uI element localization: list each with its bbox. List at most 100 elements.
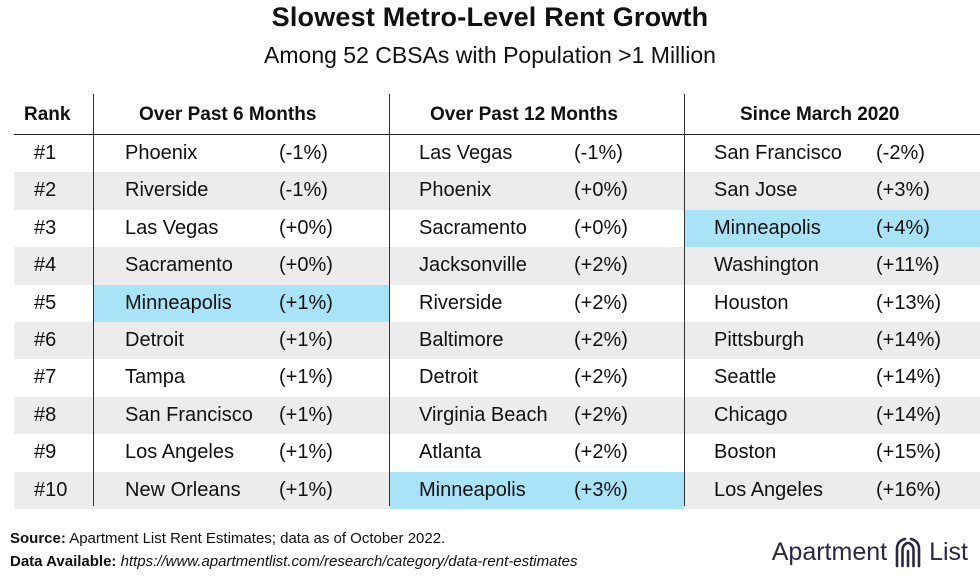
city-cell: New Orleans [125,478,241,501]
table-row: #9 Los Angeles (+1%) Atlanta (+2%) Boston (+15… [14,434,980,471]
city-cell: Detroit [125,328,184,351]
highlight-cell [685,209,980,248]
city-cell: Virginia Beach [419,403,548,426]
table-row: #1 Phoenix (-1%) Las Vegas (-1%) San Francisc… [14,135,980,172]
apartment-list-logo-icon [895,537,921,568]
growth-value-cell: (+0%) [279,254,333,277]
growth-value-cell: (+1%) [279,478,333,501]
city-cell: Riverside [125,179,209,202]
divider-line [93,94,94,506]
growth-value-cell: (+2%) [574,328,628,351]
growth-value-cell: (+3%) [876,179,930,202]
city-cell: Sacramento [125,254,233,277]
city-cell: Sacramento [419,216,527,239]
city-cell: Atlanta [419,441,482,464]
city-cell: Jacksonville [419,254,527,277]
table-row: #4 Sacramento (+0%) Jacksonville (+2%) Washin… [14,247,980,285]
source-text: Apartment List Rent Estimates; data as o… [69,530,446,547]
growth-value-cell: (+1%) [279,366,333,389]
city-cell: Riverside [419,291,503,314]
table-row: #7 Tampa (+1%) Detroit (+2%) Seattle (+14%) [14,359,980,396]
header-12-months: Over Past 12 Months [430,104,618,125]
growth-value-cell: (+1%) [279,441,333,464]
growth-value-cell: (-2%) [876,142,925,164]
growth-value-cell: (+2%) [574,291,628,314]
growth-value-cell: (-1%) [279,179,328,202]
city-cell: San Francisco [714,142,842,164]
source-note: Source: Apartment List Rent Estimates; d… [10,530,445,547]
growth-value-cell: (+4%) [876,216,930,239]
rank-cell: #5 [34,291,57,314]
city-cell: Minneapolis [125,291,232,314]
growth-value-cell: (+14%) [876,366,942,389]
city-cell: San Jose [714,179,798,202]
highlight-cell [94,284,389,322]
growth-value-cell: (+0%) [279,216,333,239]
rank-cell: #1 [34,142,57,164]
rent-growth-table: Rank Over Past 6 Months Over Past 12 Mon… [14,94,980,509]
city-cell: Baltimore [419,328,504,351]
highlight-cell [390,471,684,509]
city-cell: Seattle [714,366,777,389]
growth-value-cell: (+11%) [876,254,940,277]
city-cell: Detroit [419,366,478,389]
page-subtitle: Among 52 CBSAs with Population >1 Millio… [264,42,716,68]
growth-value-cell: (+2%) [574,441,628,464]
growth-value-cell: (+14%) [876,328,942,351]
growth-value-cell: (+13%) [876,291,942,314]
table-row: #3 Las Vegas (+0%) Sacramento (+0%) Minneapol… [14,209,980,248]
rank-cell: #8 [34,403,57,426]
rank-cell: #3 [34,216,57,239]
growth-value-cell: (+2%) [574,366,628,389]
city-cell: Boston [714,441,777,464]
growth-value-cell: (+2%) [574,403,628,426]
divider-line [389,94,390,506]
growth-value-cell: (+2%) [574,254,628,277]
rank-cell: #6 [34,328,57,351]
city-cell: Washington [714,254,819,277]
growth-value-cell: (+14%) [876,403,942,426]
city-cell: Las Vegas [125,216,219,239]
city-cell: Pittsburgh [714,328,805,351]
city-cell: Los Angeles [125,441,234,464]
city-cell: Houston [714,291,789,314]
header-since-march-2020: Since March 2020 [740,104,900,125]
city-cell: Chicago [714,403,788,426]
city-cell: San Francisco [125,403,253,426]
data-available-label: Data Available: [10,553,117,570]
table-row: #6 Detroit (+1%) Baltimore (+2%) Pittsburgh (+… [14,321,980,360]
growth-value-cell: (+16%) [876,478,942,501]
table-header: Rank Over Past 6 Months Over Past 12 Mon… [14,94,980,135]
city-cell: Phoenix [125,142,198,164]
city-cell: Los Angeles [714,478,823,501]
city-cell: Minneapolis [419,478,526,501]
divider-line [684,94,685,506]
growth-value-cell: (+0%) [574,179,628,202]
table-body: #1 Phoenix (-1%) Las Vegas (-1%) San Francisc… [14,135,980,509]
rank-cell: #9 [34,441,57,464]
city-cell: Las Vegas [419,142,513,164]
growth-value-cell: (+1%) [279,403,333,426]
logo-word-list: List [929,537,968,566]
table-row: #8 San Francisco (+1%) Virginia Beach (+2%) C… [14,396,980,435]
growth-value-cell: (-1%) [574,142,623,164]
growth-value-cell: (+3%) [574,478,628,501]
growth-value-cell: (+1%) [279,291,333,314]
rank-cell: #4 [34,254,57,277]
city-cell: Minneapolis [714,216,821,239]
data-url-link[interactable]: https://www.apartmentlist.com/research/c… [120,553,578,570]
city-cell: Tampa [125,366,186,389]
rank-cell: #10 [34,478,68,501]
table-row: #10 New Orleans (+1%) Minneapolis (+3%) Los A… [14,471,980,509]
source-label: Source: [10,530,66,547]
growth-value-cell: (+15%) [876,441,942,464]
table-row: #5 Minneapolis (+1%) Riverside (+2%) Houston (… [14,284,980,322]
header-6-months: Over Past 6 Months [139,104,317,125]
rank-cell: #7 [34,366,57,389]
apartment-list-logo: Apartment List [772,534,968,570]
data-available-note: Data Available: https://www.apartmentlis… [10,553,577,570]
page-title: Slowest Metro-Level Rent Growth [271,2,709,32]
logo-word-apartment: Apartment [771,537,888,566]
rank-cell: #2 [34,179,57,202]
growth-value-cell: (+0%) [574,216,628,239]
